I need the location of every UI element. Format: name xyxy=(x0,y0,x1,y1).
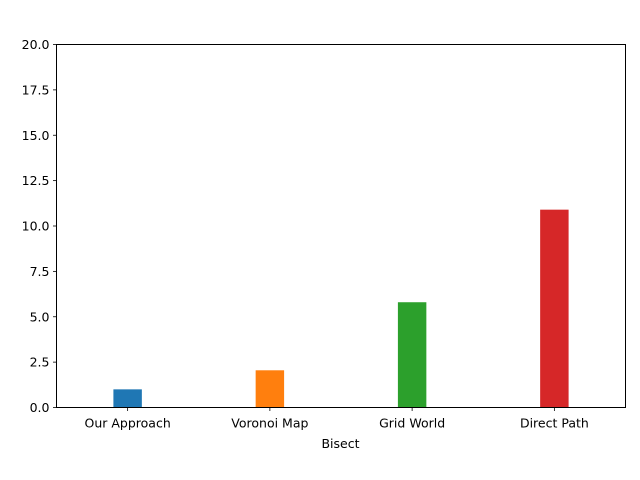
y-tick-label: 5.0 xyxy=(30,309,50,324)
bar-grid-world xyxy=(397,302,427,408)
x-tick-label: Grid World xyxy=(379,416,445,431)
x-tick-label: Voronoi Map xyxy=(231,416,308,431)
x-axis-label: Bisect xyxy=(321,436,359,451)
bar-voronoi-map xyxy=(255,370,285,408)
plot-frame xyxy=(56,44,626,408)
y-tick-label: 20.0 xyxy=(22,37,50,52)
y-tick-label: 12.5 xyxy=(22,173,50,188)
x-tick-label: Direct Path xyxy=(520,416,589,431)
x-axis-ticks: Our Approach Voronoi Map Grid World Direct … xyxy=(84,407,589,431)
y-tick-label: 17.5 xyxy=(22,82,50,97)
x-tick-label: Our Approach xyxy=(84,416,170,431)
y-tick-label: 2.5 xyxy=(30,355,50,370)
y-tick-label: 10.0 xyxy=(22,219,50,234)
y-tick-label: 15.0 xyxy=(22,128,50,143)
y-tick-label: 7.5 xyxy=(30,264,50,279)
bars-group xyxy=(113,209,569,408)
y-axis-ticks: 0.0 2.5 5.0 7.5 10.0 12.5 15.0 17.5 20.0 xyxy=(22,37,57,415)
bar-our-approach xyxy=(113,389,142,408)
bar-direct-path xyxy=(540,209,569,408)
y-tick-label: 0.0 xyxy=(30,400,50,415)
